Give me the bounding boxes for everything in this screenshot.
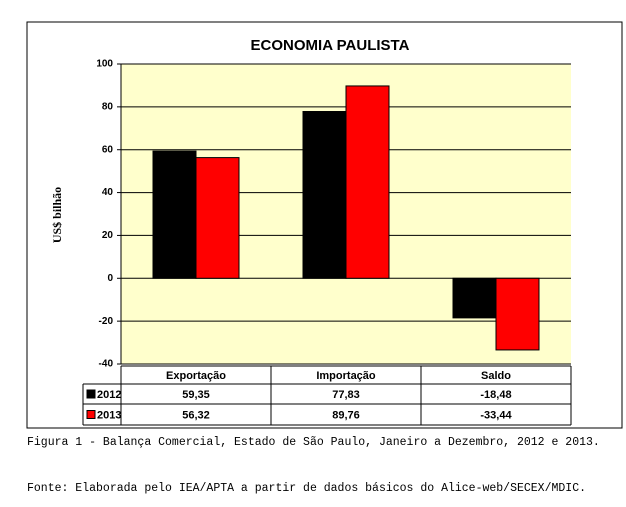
- bar: [302, 111, 347, 279]
- legend-swatch: [86, 389, 96, 399]
- y-tick-label: -20: [99, 316, 114, 327]
- bar: [495, 277, 540, 351]
- legend-label: 2013: [97, 409, 121, 421]
- legend-swatch: [86, 410, 96, 419]
- chart-title: ECONOMIA PAULISTA: [251, 37, 410, 54]
- y-tick-label: 40: [102, 187, 114, 198]
- y-axis-label: US$ bilhão: [50, 187, 64, 243]
- bar: [152, 150, 197, 279]
- bar: [195, 157, 240, 279]
- y-tick-label: -40: [99, 359, 114, 370]
- table-value: 59,35: [182, 389, 210, 401]
- y-tick-label: 60: [102, 144, 114, 155]
- table-value: 56,32: [182, 409, 210, 421]
- chart: ECONOMIA PAULISTA US$ bilhão -40 -20 0 20 40…: [26, 21, 623, 429]
- table-value: -18,48: [480, 389, 511, 401]
- table-value: 89,76: [332, 409, 360, 421]
- y-tick-label: 20: [102, 230, 114, 241]
- caption: Figura 1 - Balança Comercial, Estado de …: [27, 436, 600, 449]
- x-tick-label: Exportação: [166, 370, 226, 382]
- x-tick-label: Importação: [316, 370, 376, 382]
- bar: [345, 85, 390, 279]
- y-tick-label: 80: [102, 101, 114, 112]
- table-value: -33,44: [480, 409, 512, 421]
- y-tick-label: 100: [96, 59, 113, 70]
- table-value: 77,83: [332, 389, 360, 401]
- bar: [452, 277, 497, 319]
- y-tick-label: 0: [107, 273, 113, 284]
- source: Fonte: Elaborada pelo IEA/APTA a partir …: [27, 482, 586, 495]
- x-tick-label: Saldo: [481, 370, 511, 382]
- legend-label: 2012: [97, 389, 121, 401]
